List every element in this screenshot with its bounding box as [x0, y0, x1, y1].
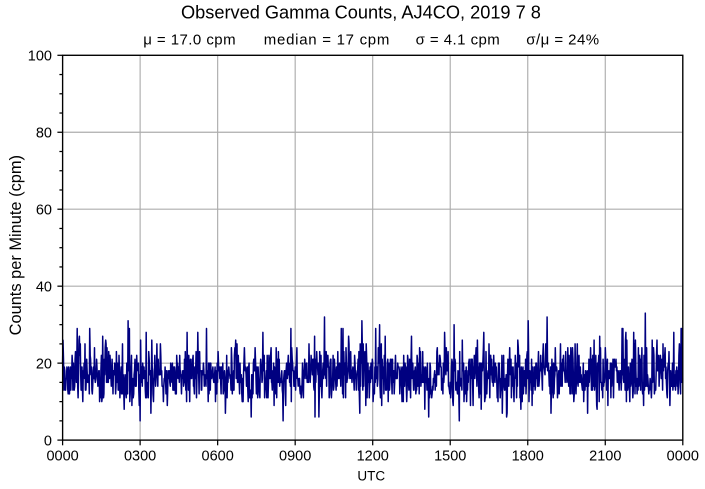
svg-text:2100: 2100 [589, 449, 621, 465]
svg-text:σ/μ = 24%: σ/μ = 24% [526, 31, 599, 48]
svg-text:Counts per Minute (cpm): Counts per Minute (cpm) [7, 155, 25, 335]
svg-text:0000: 0000 [46, 449, 78, 465]
svg-text:100: 100 [28, 49, 52, 65]
svg-text:μ = 17.0 cpm: μ = 17.0 cpm [143, 31, 236, 48]
svg-text:median = 17 cpm: median = 17 cpm [264, 31, 390, 48]
svg-text:0000: 0000 [667, 449, 699, 465]
svg-text:0: 0 [44, 434, 52, 450]
svg-text:UTC: UTC [357, 468, 385, 483]
svg-text:80: 80 [36, 126, 52, 142]
svg-text:1200: 1200 [357, 449, 389, 465]
svg-text:1800: 1800 [512, 449, 544, 465]
svg-text:0300: 0300 [124, 449, 156, 465]
svg-text:Observed Gamma Counts, AJ4CO,: Observed Gamma Counts, AJ4CO, 2019 7 8 [181, 3, 541, 23]
svg-text:1500: 1500 [434, 449, 466, 465]
svg-text:0600: 0600 [202, 449, 234, 465]
svg-text:σ = 4.1 cpm: σ = 4.1 cpm [416, 31, 501, 48]
svg-text:20: 20 [36, 357, 52, 373]
svg-text:40: 40 [36, 280, 52, 296]
svg-text:0900: 0900 [279, 449, 311, 465]
svg-text:60: 60 [36, 203, 52, 219]
